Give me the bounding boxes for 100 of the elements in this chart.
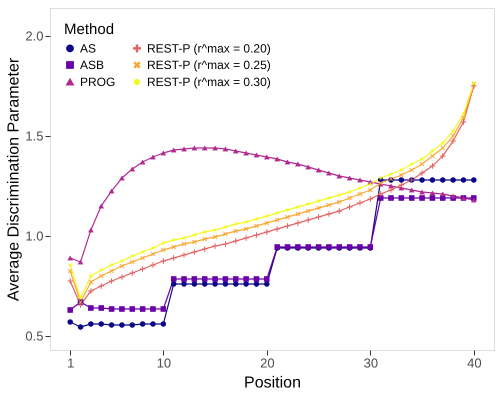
point — [326, 170, 332, 176]
point — [388, 184, 394, 188]
point — [284, 207, 290, 213]
point — [140, 321, 146, 327]
point — [170, 281, 176, 287]
point — [233, 276, 239, 282]
point — [222, 241, 228, 247]
point — [119, 306, 125, 312]
point — [192, 232, 198, 238]
point — [419, 190, 425, 194]
point — [326, 211, 332, 217]
y-tick-label: 0.5 — [25, 328, 44, 344]
point — [358, 192, 362, 196]
legend-label: REST-P (r^max = 0.20) — [147, 41, 271, 56]
point — [160, 150, 166, 156]
x-tick-label: 40 — [467, 356, 482, 370]
point — [440, 177, 446, 183]
point — [243, 276, 249, 282]
point — [170, 148, 176, 152]
point — [430, 154, 435, 158]
point — [222, 281, 228, 287]
point — [150, 262, 156, 268]
legend-label: ASB — [80, 58, 104, 72]
point — [88, 305, 94, 311]
point — [284, 223, 290, 229]
point — [109, 268, 114, 274]
point — [212, 276, 218, 282]
point — [233, 221, 239, 227]
point — [192, 146, 198, 150]
point — [150, 321, 156, 327]
legend-label: AS — [80, 41, 96, 56]
point — [130, 322, 136, 328]
legend-label: REST-P (r^max = 0.25) — [147, 58, 271, 72]
point — [212, 146, 218, 150]
point — [120, 264, 124, 268]
point — [398, 167, 404, 173]
point — [233, 281, 239, 287]
point — [130, 166, 136, 172]
point — [243, 219, 249, 225]
point — [192, 281, 198, 287]
point — [254, 281, 260, 287]
point — [98, 267, 104, 273]
point — [346, 176, 352, 180]
point — [254, 276, 260, 282]
y-axis-title: Average Discrimination Parameter — [5, 57, 22, 302]
point — [212, 243, 218, 249]
point — [388, 195, 394, 201]
point — [430, 163, 436, 169]
point — [305, 201, 311, 207]
point — [316, 214, 322, 220]
point — [202, 281, 208, 287]
point — [254, 224, 259, 228]
point — [119, 274, 125, 280]
point — [471, 198, 477, 202]
point — [170, 255, 176, 261]
point — [78, 324, 84, 330]
point — [408, 195, 414, 201]
point — [88, 228, 94, 232]
point — [202, 229, 208, 235]
point — [357, 200, 363, 206]
point — [160, 321, 166, 327]
point — [295, 162, 301, 166]
x-tick-label: 30 — [364, 356, 378, 370]
point — [150, 252, 156, 256]
point — [98, 305, 104, 311]
point — [254, 232, 260, 238]
legend-title: Method — [64, 21, 114, 38]
point — [150, 245, 156, 251]
point — [264, 276, 270, 282]
point — [450, 177, 456, 183]
point — [108, 306, 114, 312]
point — [98, 204, 104, 208]
point — [471, 177, 477, 183]
point — [222, 276, 228, 282]
point — [78, 260, 84, 264]
point — [140, 160, 146, 164]
point — [130, 253, 136, 259]
point — [170, 276, 176, 282]
point — [305, 164, 311, 170]
point — [419, 170, 425, 176]
point — [212, 234, 218, 240]
point — [181, 146, 187, 152]
point — [67, 278, 73, 284]
point — [285, 214, 290, 220]
point — [264, 229, 270, 235]
x-tick-label: 1 — [67, 356, 74, 370]
point — [223, 232, 228, 236]
point — [182, 242, 186, 246]
point — [233, 148, 239, 154]
point — [150, 306, 156, 312]
point — [398, 177, 404, 183]
point — [274, 226, 280, 232]
point — [181, 276, 187, 282]
y-tick-label: 1.5 — [25, 128, 44, 144]
point — [295, 204, 301, 210]
point — [67, 307, 73, 313]
point — [150, 154, 156, 160]
point — [419, 195, 425, 201]
point — [212, 281, 218, 287]
y-tick-label: 2.0 — [25, 28, 44, 44]
